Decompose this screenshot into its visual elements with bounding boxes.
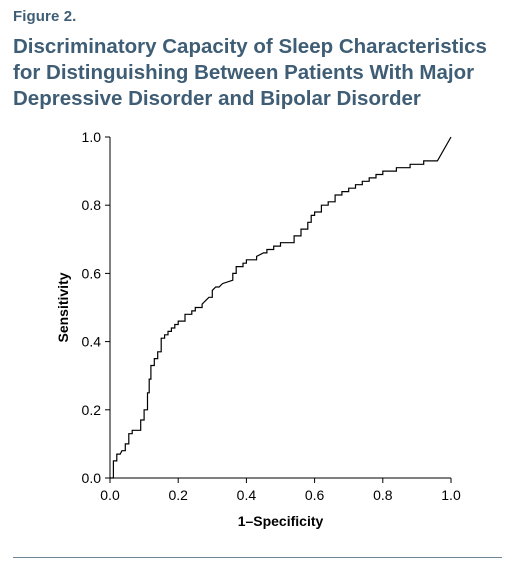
x-tick-label: 0.2	[168, 487, 188, 503]
figure-title-line: for Distinguishing Between Patients With…	[13, 61, 475, 84]
roc-curve	[110, 136, 452, 479]
y-ticks: 0.0 0.2 0.4 0.6 0.8 1.0	[82, 129, 110, 486]
y-tick-label: 0.0	[82, 470, 102, 486]
y-tick-label: 0.2	[82, 402, 102, 418]
series	[110, 136, 452, 479]
y-axis-label: Sensitivity	[55, 272, 71, 342]
y-tick-label: 1.0	[82, 129, 102, 145]
x-tick-label: 0.4	[237, 487, 257, 503]
x-ticks: 0.0 0.2 0.4 0.6 0.8 1.0	[100, 478, 461, 503]
bottom-divider	[13, 557, 502, 558]
x-tick-label: 1.0	[441, 487, 461, 503]
x-tick-label: 0.6	[305, 487, 325, 503]
figure-title-line: Depressive Disorder and Bipolar Disorder	[13, 87, 421, 110]
figure-title: Discriminatory Capacity of Sleep Charact…	[13, 34, 508, 112]
figure-title-line: Discriminatory Capacity of Sleep Charact…	[13, 35, 487, 58]
y-tick-label: 0.6	[82, 265, 102, 281]
x-tick-label: 0.0	[100, 487, 120, 503]
figure-label: Figure 2.	[13, 8, 77, 25]
x-tick-label: 0.8	[373, 487, 393, 503]
y-tick-label: 0.8	[82, 197, 102, 213]
axes	[109, 137, 451, 479]
y-tick-label: 0.4	[82, 334, 102, 350]
x-axis-label: 1–Specificity	[238, 513, 324, 529]
